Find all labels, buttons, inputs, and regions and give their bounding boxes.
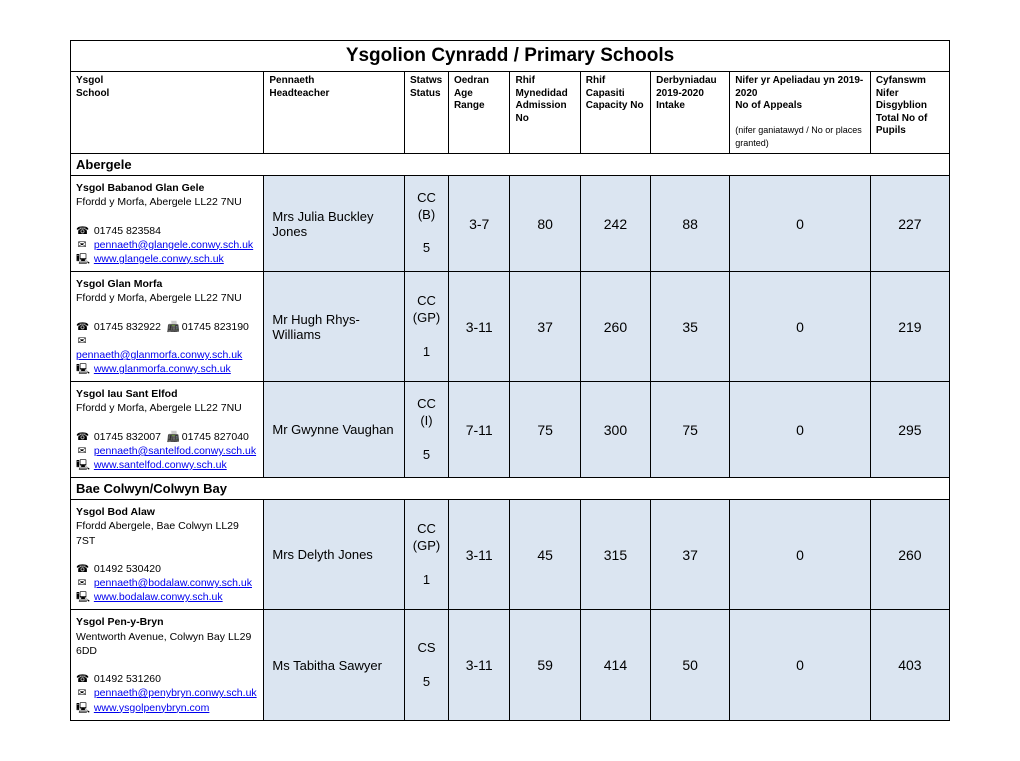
headteacher-cell: Ms Tabitha Sawyer <box>264 610 405 720</box>
admission-cell: 80 <box>510 176 580 272</box>
schools-table: Ysgolion Cynradd / Primary SchoolsYsgolS… <box>70 40 950 721</box>
email-link[interactable]: pennaeth@bodalaw.conwy.sch.uk <box>94 577 252 589</box>
school-cell: Ysgol Bod AlawFfordd Abergele, Bae Colwy… <box>71 500 264 610</box>
capacity-cell: 300 <box>580 382 650 478</box>
region-name: Abergele <box>71 154 950 176</box>
web-link[interactable]: www.glanmorfa.conwy.sch.uk <box>94 363 231 375</box>
status-cell: CC(B)5 <box>405 176 449 272</box>
web-link[interactable]: www.bodalaw.conwy.sch.uk <box>94 591 223 603</box>
appeals-cell: 0 <box>730 610 871 720</box>
col-header: Derbyniadau 2019-2020Intake <box>651 72 730 154</box>
age-cell: 7-11 <box>448 382 510 478</box>
school-row: Ysgol Iau Sant ElfodFfordd y Morfa, Aber… <box>71 382 950 478</box>
age-cell: 3-11 <box>448 610 510 720</box>
web-link[interactable]: www.ysgolpenybryn.com <box>94 702 210 714</box>
web-link[interactable]: www.santelfod.conwy.sch.uk <box>94 459 227 471</box>
intake-cell: 88 <box>651 176 730 272</box>
school-row: Ysgol Bod AlawFfordd Abergele, Bae Colwy… <box>71 500 950 610</box>
col-header: OedranAge Range <box>448 72 510 154</box>
email-link[interactable]: pennaeth@glangele.conwy.sch.uk <box>94 239 253 251</box>
capacity-cell: 414 <box>580 610 650 720</box>
school-row: Ysgol Pen-y-BrynWentworth Avenue, Colwyn… <box>71 610 950 720</box>
capacity-cell: 260 <box>580 272 650 382</box>
pupils-cell: 403 <box>870 610 949 720</box>
pupils-cell: 295 <box>870 382 949 478</box>
pupils-cell: 219 <box>870 272 949 382</box>
headteacher-cell: Mrs Delyth Jones <box>264 500 405 610</box>
status-cell: CS5 <box>405 610 449 720</box>
school-cell: Ysgol Pen-y-BrynWentworth Avenue, Colwyn… <box>71 610 264 720</box>
school-cell: Ysgol Iau Sant ElfodFfordd y Morfa, Aber… <box>71 382 264 478</box>
col-header: Cyfanswm Nifer DisgyblionTotal No of Pup… <box>870 72 949 154</box>
status-cell: CC(GP)1 <box>405 500 449 610</box>
email-link[interactable]: pennaeth@santelfod.conwy.sch.uk <box>94 445 256 457</box>
school-cell: Ysgol Glan MorfaFfordd y Morfa, Abergele… <box>71 272 264 382</box>
school-cell: Ysgol Babanod Glan GeleFfordd y Morfa, A… <box>71 176 264 272</box>
capacity-cell: 315 <box>580 500 650 610</box>
appeals-cell: 0 <box>730 176 871 272</box>
intake-cell: 75 <box>651 382 730 478</box>
intake-cell: 35 <box>651 272 730 382</box>
email-link[interactable]: pennaeth@penybryn.conwy.sch.uk <box>94 687 257 699</box>
appeals-cell: 0 <box>730 382 871 478</box>
appeals-cell: 0 <box>730 500 871 610</box>
status-cell: CC(I)5 <box>405 382 449 478</box>
age-cell: 3-11 <box>448 272 510 382</box>
col-header: StatwsStatus <box>405 72 449 154</box>
email-link[interactable]: pennaeth@glanmorfa.conwy.sch.uk <box>76 349 242 361</box>
intake-cell: 50 <box>651 610 730 720</box>
admission-cell: 45 <box>510 500 580 610</box>
admission-cell: 37 <box>510 272 580 382</box>
admission-cell: 75 <box>510 382 580 478</box>
col-header: Nifer yr Apeliadau yn 2019-2020No of App… <box>730 72 871 154</box>
web-link[interactable]: www.glangele.conwy.sch.uk <box>94 253 224 265</box>
age-cell: 3-11 <box>448 500 510 610</box>
capacity-cell: 242 <box>580 176 650 272</box>
headteacher-cell: Mr Hugh Rhys-Williams <box>264 272 405 382</box>
age-cell: 3-7 <box>448 176 510 272</box>
school-row: Ysgol Babanod Glan GeleFfordd y Morfa, A… <box>71 176 950 272</box>
pupils-cell: 260 <box>870 500 949 610</box>
admission-cell: 59 <box>510 610 580 720</box>
col-header: Rhif CapasitiCapacity No <box>580 72 650 154</box>
col-header: PennaethHeadteacher <box>264 72 405 154</box>
headteacher-cell: Mrs Julia Buckley Jones <box>264 176 405 272</box>
intake-cell: 37 <box>651 500 730 610</box>
headteacher-cell: Mr Gwynne Vaughan <box>264 382 405 478</box>
col-header: YsgolSchool <box>71 72 264 154</box>
appeals-cell: 0 <box>730 272 871 382</box>
school-row: Ysgol Glan MorfaFfordd y Morfa, Abergele… <box>71 272 950 382</box>
page-title: Ysgolion Cynradd / Primary Schools <box>71 41 950 72</box>
col-header: Rhif MynedidadAdmission No <box>510 72 580 154</box>
status-cell: CC(GP)1 <box>405 272 449 382</box>
region-name: Bae Colwyn/Colwyn Bay <box>71 478 950 500</box>
pupils-cell: 227 <box>870 176 949 272</box>
